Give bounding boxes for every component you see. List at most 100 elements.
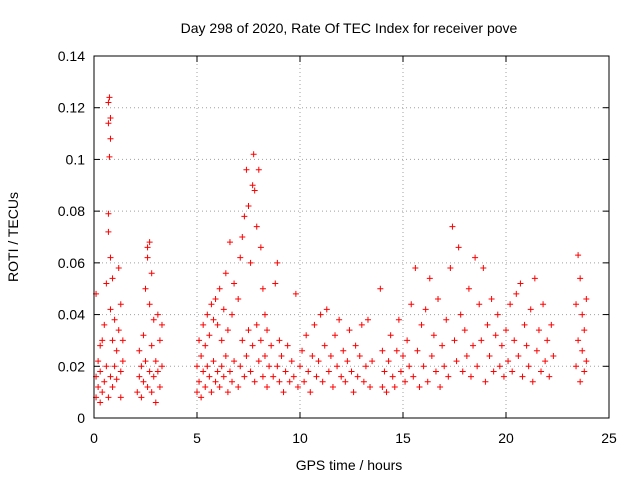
data-point-marker [457, 311, 464, 318]
data-point-marker [461, 327, 468, 334]
data-point-marker [251, 187, 258, 194]
data-point-marker [253, 321, 260, 328]
data-point-marker [435, 296, 442, 303]
data-point-marker [389, 373, 396, 380]
data-point-marker [115, 265, 122, 272]
data-point-marker [255, 358, 262, 365]
data-point-marker [194, 363, 200, 370]
data-point-marker [231, 358, 238, 365]
data-point-marker [210, 316, 217, 323]
data-point-marker [270, 373, 277, 380]
data-point-marker [420, 363, 427, 370]
data-point-marker [274, 259, 281, 266]
data-point-marker [259, 285, 266, 292]
data-point-marker [581, 327, 588, 334]
data-point-marker [397, 368, 404, 375]
data-point-marker [544, 337, 551, 344]
data-point-marker [503, 327, 509, 334]
data-point-marker [212, 378, 219, 385]
data-point-marker [507, 301, 514, 308]
data-point-marker [239, 234, 246, 240]
data-point-marker [286, 378, 293, 385]
y-tick-label: 0.12 [58, 100, 85, 116]
data-point-marker [360, 378, 367, 385]
y-tick-label: 0 [77, 410, 85, 426]
data-point-marker [156, 383, 163, 390]
data-point-marker [463, 352, 470, 359]
data-point-marker [480, 265, 487, 272]
data-point-marker [206, 332, 213, 339]
data-point-marker [113, 347, 120, 354]
data-point-marker [309, 352, 316, 359]
data-point-marker [107, 115, 114, 122]
data-point-marker [220, 306, 227, 313]
data-point-marker [216, 285, 223, 292]
data-point-marker [321, 342, 328, 349]
data-point-marker [509, 368, 516, 375]
data-point-marker [278, 352, 285, 359]
data-point-marker [276, 337, 283, 344]
data-point-marker [449, 223, 456, 230]
data-point-marker [250, 151, 257, 158]
data-point-marker [249, 342, 256, 349]
data-point-marker [241, 213, 248, 220]
data-point-marker [500, 373, 507, 380]
data-point-marker [303, 332, 310, 339]
data-point-marker [577, 378, 584, 385]
data-point-marker [119, 358, 126, 365]
data-point-marker [101, 321, 108, 328]
data-point-marker [496, 363, 503, 370]
data-point-marker [268, 342, 275, 349]
data-point-marker [136, 373, 143, 380]
data-point-marker [150, 316, 157, 323]
data-point-marker [239, 337, 246, 344]
data-point-marker [393, 347, 400, 354]
data-point-marker [107, 373, 114, 380]
data-point-marker [369, 358, 376, 365]
data-point-marker [379, 383, 386, 390]
plot-frame [93, 55, 610, 419]
data-point-marker [109, 383, 116, 390]
data-point-marker [486, 352, 493, 359]
data-point-marker [259, 373, 266, 380]
data-point-marker [261, 311, 268, 318]
data-point-marker [395, 316, 402, 323]
data-point-marker [241, 373, 248, 380]
data-point-marker [103, 363, 110, 370]
data-point-marker [280, 389, 287, 396]
data-point-marker [264, 327, 271, 334]
data-point-marker [158, 363, 165, 370]
data-point-marker [214, 321, 221, 328]
data-point-marker [198, 394, 205, 401]
data-point-marker [152, 358, 159, 365]
data-point-marker [148, 270, 155, 277]
data-point-marker [472, 254, 479, 261]
data-point-marker [196, 337, 203, 344]
data-point-marker [200, 321, 207, 328]
data-point-marker [95, 358, 102, 365]
data-point-marker [266, 363, 273, 370]
data-point-marker [437, 383, 444, 390]
data-point-marker [138, 363, 145, 370]
y-tick-labels: 0 0.02 0.04 0.06 0.08 0.1 0.12 0.14 [58, 48, 85, 426]
data-point-marker [138, 394, 145, 401]
data-point-marker [290, 373, 297, 380]
data-point-marker [115, 327, 122, 334]
data-point-marker [573, 363, 580, 370]
y-tick-label: 0.1 [66, 151, 86, 167]
data-point-marker [237, 363, 244, 370]
data-point-marker [101, 378, 108, 385]
data-point-marker [299, 347, 306, 354]
data-point-marker [531, 275, 538, 282]
y-tick-label: 0.06 [58, 255, 85, 271]
data-point-marker [146, 239, 153, 246]
data-point-marker [226, 368, 233, 375]
data-point-marker [119, 337, 126, 344]
data-point-marker [245, 202, 252, 209]
data-point-marker [459, 368, 466, 375]
data-point-marker [422, 306, 429, 313]
data-point-marker [538, 368, 545, 375]
data-point-marker [404, 337, 411, 344]
data-point-marker [490, 368, 497, 375]
